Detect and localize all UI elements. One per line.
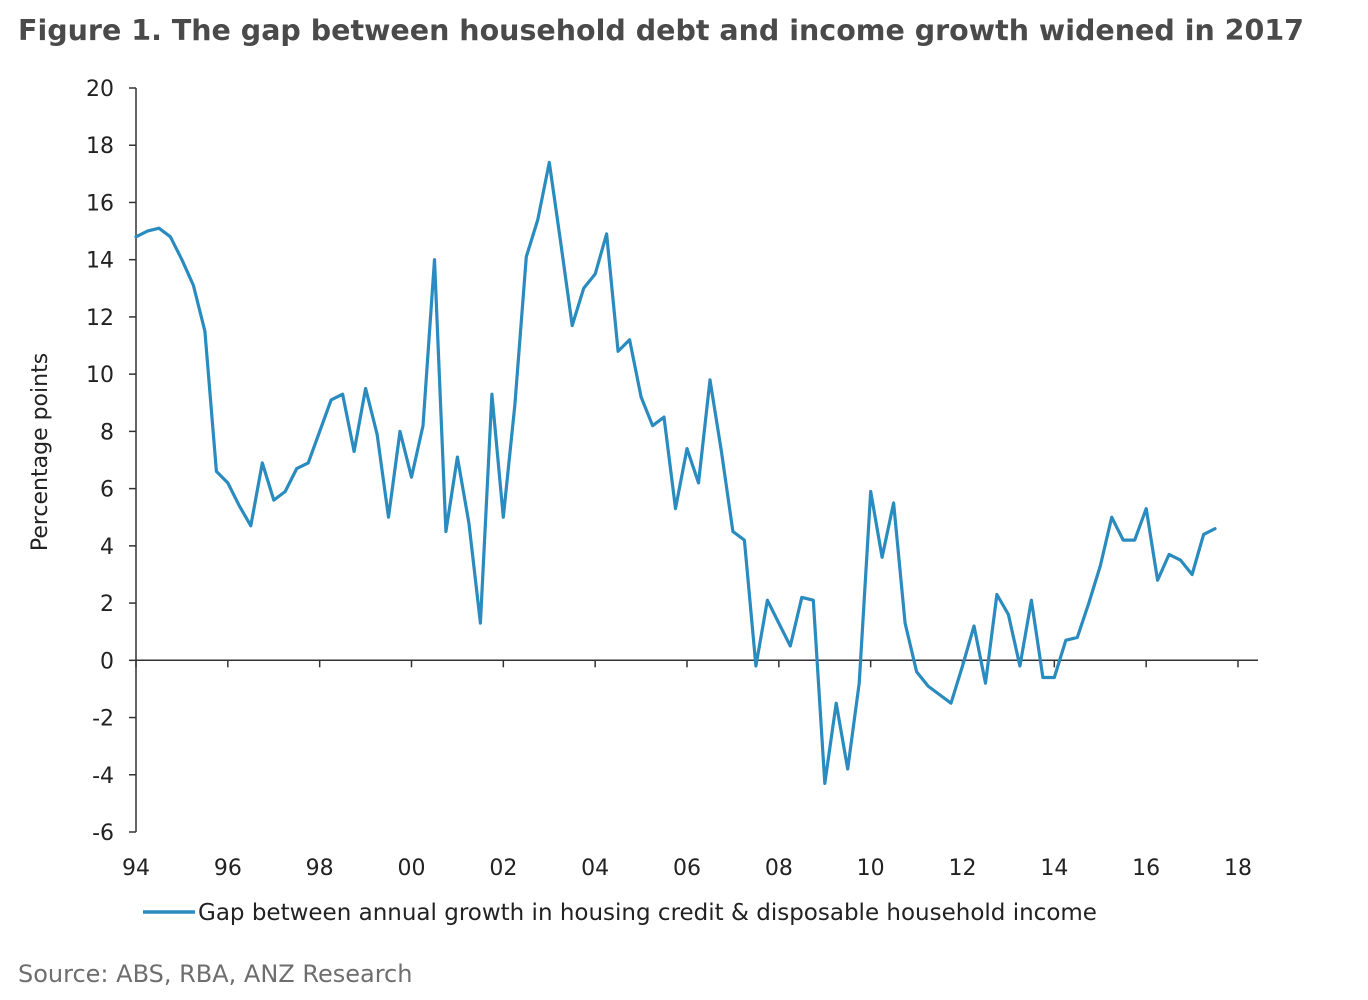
y-tick-label: 8: [100, 420, 114, 445]
series-line-0: [134, 160, 1217, 786]
y-tick-label: -6: [92, 821, 114, 846]
y-tick-label: 0: [100, 649, 114, 674]
x-tick-label: 10: [857, 856, 885, 881]
y-tick-label: 10: [86, 363, 114, 388]
x-tick-label: 04: [581, 856, 609, 881]
x-tick-label: 14: [1040, 856, 1068, 881]
y-tick-label: 6: [100, 478, 114, 503]
y-tick-label: 14: [86, 249, 114, 274]
chart-title: Figure 1. The gap between household debt…: [18, 14, 1304, 47]
x-tick-label: 18: [1224, 856, 1252, 881]
x-tick-label: 08: [765, 856, 793, 881]
x-tick-label: 98: [306, 856, 334, 881]
x-tick-label: 16: [1132, 856, 1160, 881]
legend: Gap between annual growth in housing cre…: [143, 900, 1097, 926]
y-tick-label: 18: [86, 134, 114, 159]
y-tick-label: 16: [86, 191, 114, 216]
y-tick-label: -2: [92, 707, 114, 732]
legend-label: Gap between annual growth in housing cre…: [198, 900, 1097, 926]
x-tick-label: 00: [398, 856, 426, 881]
source-note: Source: ABS, RBA, ANZ Research: [18, 960, 413, 988]
y-axis-title: Percentage points: [28, 353, 53, 551]
y-tick-label: -4: [92, 764, 114, 789]
x-tick-label: 96: [214, 856, 242, 881]
series-layer: [134, 160, 1217, 786]
x-tick-label: 12: [949, 856, 977, 881]
x-tick-label: 06: [673, 856, 701, 881]
x-tick-label: 02: [489, 856, 517, 881]
x-tick-label: 94: [122, 856, 150, 881]
y-tick-label: 2: [100, 592, 114, 617]
y-tick-label: 20: [86, 77, 114, 102]
y-tick-label: 4: [100, 535, 114, 560]
y-tick-label: 12: [86, 306, 114, 331]
